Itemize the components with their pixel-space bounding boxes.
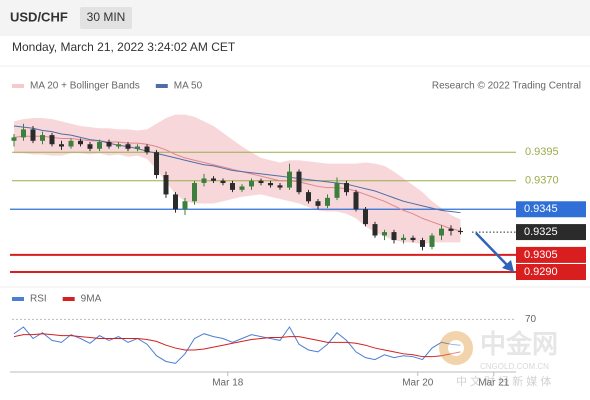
moving-average <box>13 125 461 214</box>
level-label: 0.9345 <box>524 203 558 215</box>
candle-body <box>11 137 17 141</box>
candle-body <box>201 178 207 184</box>
legend-swatch <box>12 84 24 88</box>
watermark-logo <box>439 331 473 365</box>
level-label: 0.9290 <box>524 266 558 278</box>
candle-body <box>220 180 226 184</box>
candle-body <box>268 183 273 186</box>
candle-body <box>211 178 216 181</box>
candle-body <box>125 144 131 149</box>
source: Research © 2022 Trading Central <box>432 81 581 92</box>
candle-body <box>410 237 416 241</box>
candle-body <box>353 192 359 210</box>
candle-body <box>163 175 169 195</box>
level-label: 0.9395 <box>525 146 559 158</box>
candle-body <box>277 185 283 188</box>
candle-body <box>334 183 340 198</box>
x-tick-label: Mar 21 <box>478 378 510 389</box>
candle-body <box>106 141 112 147</box>
candle-body <box>306 192 311 202</box>
candle-body <box>401 237 406 241</box>
legend-label: 9MA <box>81 294 102 305</box>
indicator-line <box>13 333 461 358</box>
candle-body <box>192 183 197 202</box>
candle-body <box>315 201 321 206</box>
candle-body <box>258 180 264 184</box>
watermark-site: CNGOLD.COM.CN <box>480 362 549 371</box>
candle-body <box>287 171 292 188</box>
candle-body <box>30 129 36 141</box>
watermark-logo-inner <box>448 340 464 356</box>
symbol: USD/CHF <box>10 9 68 24</box>
candle-body <box>68 140 74 147</box>
legend-label: MA 50 <box>174 81 203 92</box>
candle-body <box>448 228 454 231</box>
legend-label: MA 20 + Bollinger Bands <box>30 81 140 92</box>
candle-body <box>344 183 349 193</box>
candle-body <box>296 171 302 193</box>
candle-body <box>144 146 150 153</box>
candle-body <box>230 183 235 190</box>
indicator-line <box>13 326 461 364</box>
candle-body <box>135 146 140 149</box>
watermark: 中金网 CNGOLD.COM.CN 中 文 财 经 新 媒 体 <box>439 329 558 388</box>
candle-body <box>49 135 55 145</box>
x-tick-label: Mar 20 <box>402 378 434 389</box>
watermark-name: 中金网 <box>480 329 558 359</box>
candle-body <box>458 230 463 233</box>
arrow-shaft <box>475 232 509 267</box>
level-box <box>516 201 586 218</box>
level-box <box>516 264 586 281</box>
timestamp: Monday, March 21, 2022 3:24:02 AM CET <box>12 40 236 54</box>
level-box <box>516 246 586 263</box>
legend-label: RSI <box>30 294 47 305</box>
candle-body <box>382 232 387 236</box>
candle-body <box>439 228 444 236</box>
candle-body <box>154 152 159 176</box>
legend-swatch <box>12 297 24 301</box>
candle-body <box>363 209 368 225</box>
candle-body <box>429 235 435 247</box>
candle-body <box>173 194 178 210</box>
candle-body <box>21 129 26 138</box>
candle-body <box>87 144 93 149</box>
candle-body <box>116 144 121 147</box>
timeframe[interactable]: 30 MIN <box>87 10 126 24</box>
candle-body <box>78 140 83 145</box>
candle-body <box>97 141 102 149</box>
legend-swatch <box>62 297 75 301</box>
candle-body <box>372 224 378 236</box>
x-tick-label: Mar 18 <box>212 378 244 389</box>
candle-body <box>239 186 245 190</box>
candle-body <box>391 232 397 241</box>
candle-body <box>325 197 330 206</box>
level-box <box>516 224 586 241</box>
arrow-head <box>502 260 514 272</box>
level-label: 0.9305 <box>524 249 558 261</box>
candle-body <box>249 180 254 187</box>
candle-body <box>182 201 188 210</box>
candle-body <box>40 135 45 141</box>
timeframe-badge[interactable] <box>80 7 132 29</box>
candle-body <box>420 240 425 247</box>
legend-swatch <box>155 84 168 88</box>
moving-average <box>13 135 461 232</box>
y-tick-label: 70 <box>525 314 537 325</box>
level-label: 0.9325 <box>524 226 558 238</box>
watermark-tagline: 中 文 财 经 新 媒 体 <box>456 374 551 388</box>
level-label: 0.9370 <box>525 175 559 187</box>
candle-body <box>59 144 64 147</box>
forecast-arrow <box>475 232 514 272</box>
